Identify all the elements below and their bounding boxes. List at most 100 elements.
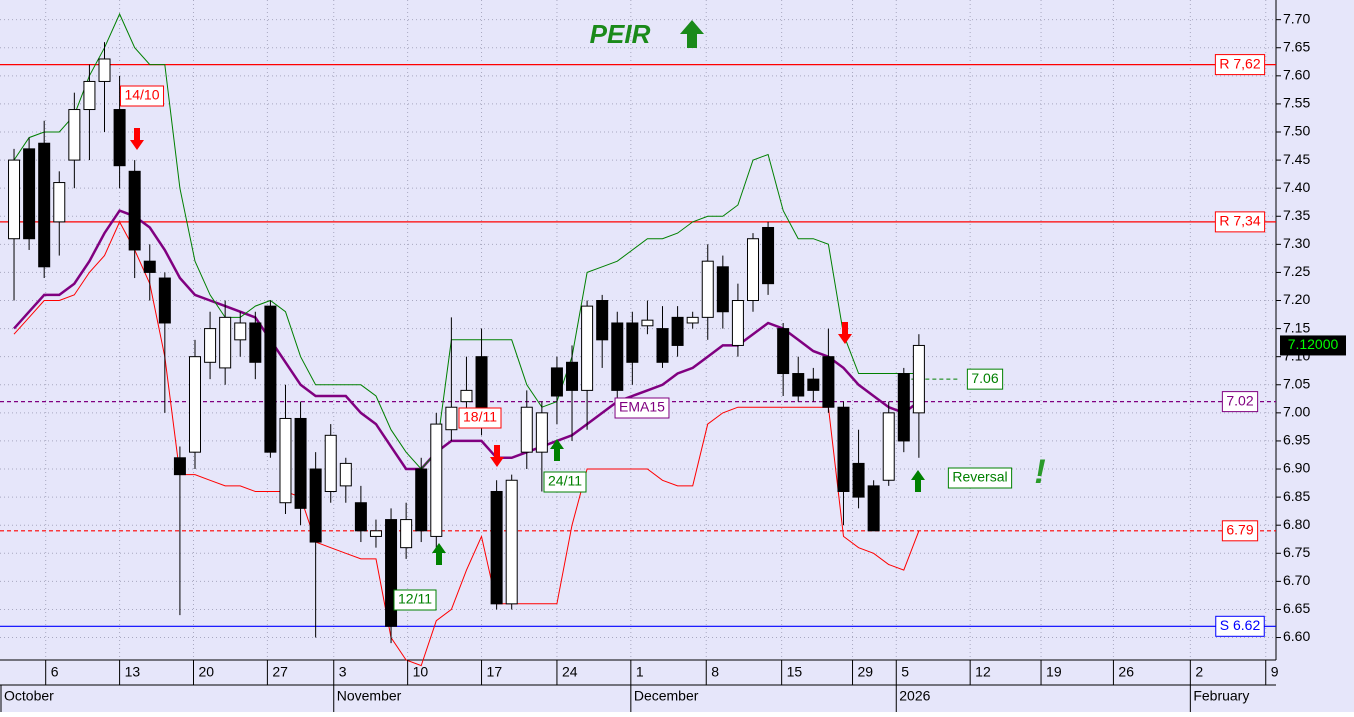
x-tick-label: 20 bbox=[198, 664, 214, 680]
level-label-box bbox=[1221, 391, 1259, 413]
candle-body bbox=[505, 479, 518, 605]
x-tick-label: 19 bbox=[1046, 664, 1062, 680]
up-arrow bbox=[550, 439, 564, 461]
candle-body bbox=[430, 423, 443, 537]
candle-body bbox=[897, 373, 910, 442]
candle-body bbox=[354, 502, 367, 532]
level-label-box bbox=[1215, 615, 1265, 637]
price-axis bbox=[1276, 0, 1354, 712]
candle-body bbox=[400, 519, 413, 549]
level-label: S 6.62 bbox=[1220, 617, 1261, 633]
candle-body bbox=[23, 148, 36, 240]
up-arrow bbox=[432, 543, 446, 565]
down-arrow bbox=[838, 322, 852, 344]
date-note-box bbox=[393, 589, 437, 611]
x-tick-label: 27 bbox=[272, 664, 288, 680]
y-tick-label: 7.00 bbox=[1283, 404, 1310, 420]
candle-body bbox=[490, 490, 503, 605]
candle-body bbox=[762, 226, 775, 285]
month-label: December bbox=[634, 688, 699, 704]
candle-body bbox=[837, 406, 850, 492]
candle-body bbox=[686, 316, 699, 324]
y-tick-label: 6.80 bbox=[1283, 516, 1310, 532]
candle-body bbox=[204, 328, 217, 363]
y-tick-label: 7.35 bbox=[1283, 207, 1310, 223]
candle-body bbox=[792, 373, 805, 397]
month-label: November bbox=[337, 688, 402, 704]
level-label-box bbox=[1221, 520, 1259, 542]
candle-body bbox=[882, 412, 895, 481]
candle-body bbox=[596, 300, 609, 341]
y-tick-label: 7.45 bbox=[1283, 151, 1310, 167]
candle-body bbox=[701, 260, 714, 318]
last-price-label: 7.12000 bbox=[1288, 336, 1339, 352]
y-tick-label: 7.55 bbox=[1283, 95, 1310, 111]
y-tick-label: 6.70 bbox=[1283, 572, 1310, 588]
level-label: R 7,62 bbox=[1219, 55, 1260, 71]
candle-body bbox=[188, 356, 201, 453]
candle-body bbox=[68, 109, 81, 161]
date-axis bbox=[0, 660, 1276, 712]
x-tick-label: 24 bbox=[562, 664, 578, 680]
x-tick-label: 1 bbox=[636, 664, 644, 680]
x-tick-label: 5 bbox=[901, 664, 909, 680]
candle-body bbox=[460, 389, 473, 403]
target-label: 7.06 bbox=[971, 370, 998, 386]
candle-body bbox=[219, 316, 232, 369]
y-tick-label: 6.60 bbox=[1283, 628, 1310, 644]
level-label-box bbox=[1214, 211, 1266, 233]
up-arrow bbox=[911, 470, 925, 492]
x-tick-label: 3 bbox=[339, 664, 347, 680]
month-label: 2026 bbox=[899, 688, 930, 704]
candle-body bbox=[611, 322, 624, 391]
x-tick-label: 12 bbox=[975, 664, 991, 680]
date-note-box bbox=[543, 471, 587, 493]
y-tick-label: 7.65 bbox=[1283, 38, 1310, 54]
y-tick-label: 6.65 bbox=[1283, 600, 1310, 616]
y-tick-label: 7.25 bbox=[1283, 263, 1310, 279]
y-tick-label: 6.95 bbox=[1283, 432, 1310, 448]
reversal-note: Reversal bbox=[952, 469, 1007, 485]
date-note: 18/11 bbox=[463, 409, 497, 425]
candle-body bbox=[294, 417, 307, 509]
date-note-box bbox=[458, 407, 502, 429]
y-tick-label: 7.30 bbox=[1283, 235, 1310, 251]
candle-body bbox=[369, 530, 382, 537]
y-tick-label: 6.90 bbox=[1283, 460, 1310, 476]
y-tick-label: 7.40 bbox=[1283, 179, 1310, 195]
y-tick-label: 7.20 bbox=[1283, 291, 1310, 307]
level-label: 7.02 bbox=[1226, 392, 1253, 408]
x-tick-label: 10 bbox=[413, 664, 429, 680]
reversal-note-box bbox=[947, 467, 1013, 489]
candle-body bbox=[656, 328, 669, 363]
candle-body bbox=[671, 316, 684, 346]
candle-body bbox=[822, 356, 835, 408]
candle-body bbox=[113, 109, 126, 167]
candle-body bbox=[807, 378, 820, 391]
x-tick-label: 17 bbox=[487, 664, 503, 680]
exclamation: ! bbox=[1034, 453, 1045, 491]
candle-body bbox=[309, 468, 322, 543]
x-tick-label: 15 bbox=[787, 664, 803, 680]
candle-body bbox=[626, 322, 639, 363]
candle-body bbox=[445, 406, 458, 431]
target-label-box bbox=[966, 368, 1004, 390]
down-arrow bbox=[130, 128, 144, 150]
y-tick-label: 7.15 bbox=[1283, 319, 1310, 335]
date-note: 14/10 bbox=[124, 87, 159, 103]
month-label: October bbox=[4, 688, 54, 704]
candle-body bbox=[415, 468, 428, 532]
candle-body bbox=[566, 361, 579, 391]
candle-body bbox=[581, 305, 594, 391]
down-arrow bbox=[490, 445, 504, 467]
candle-body bbox=[746, 238, 759, 302]
candle-body bbox=[641, 319, 654, 327]
x-tick-label: 8 bbox=[711, 664, 719, 680]
candle-body bbox=[279, 417, 292, 504]
y-tick-label: 6.75 bbox=[1283, 544, 1310, 560]
x-tick-label: 13 bbox=[125, 664, 141, 680]
candle-body bbox=[550, 367, 563, 397]
candle-body bbox=[912, 344, 925, 414]
series-line bbox=[13, 12, 919, 470]
y-tick-label: 7.60 bbox=[1283, 67, 1310, 83]
